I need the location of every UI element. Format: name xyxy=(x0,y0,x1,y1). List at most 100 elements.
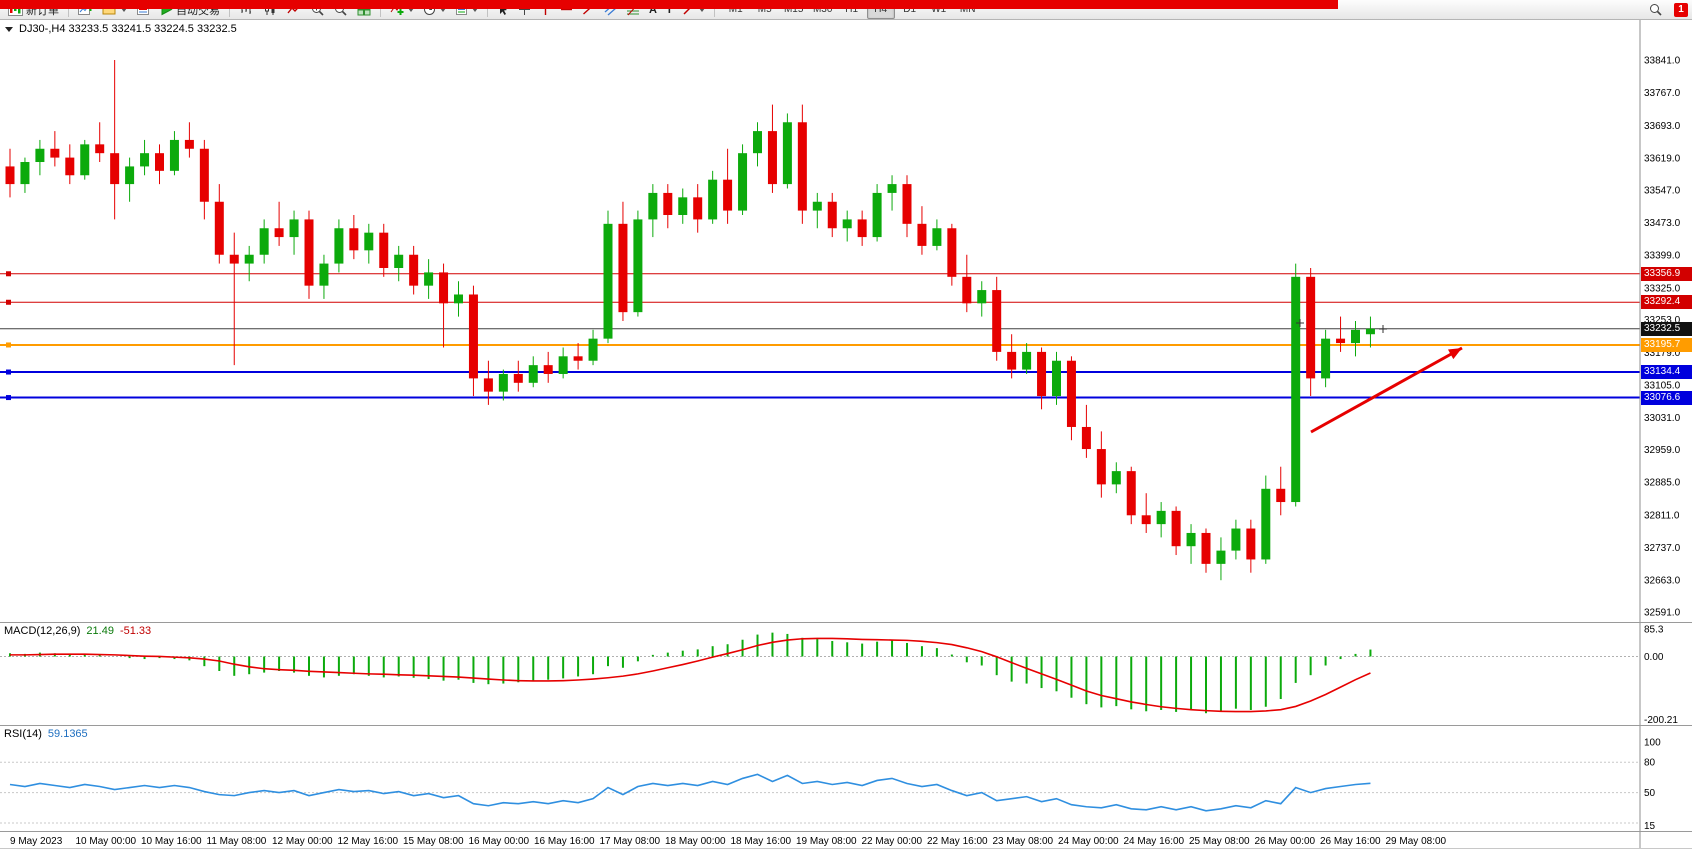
chart-title: DJ30-,H4 33233.5 33241.5 33224.5 33232.5 xyxy=(19,23,237,35)
bear-candle xyxy=(857,219,867,238)
timeframe-button-m15[interactable]: M15 xyxy=(783,4,804,15)
bear-candle xyxy=(797,122,807,211)
rsi-canvas: 100 80 50 15 xyxy=(0,726,1661,831)
bull-candle xyxy=(364,232,374,251)
price-tick: 33767.0 xyxy=(1644,88,1681,99)
text-label-tool-icon: T xyxy=(665,3,673,16)
price-tick: 33031.0 xyxy=(1644,413,1681,424)
time-label: 18 May 16:00 xyxy=(731,836,792,847)
macd-histogram xyxy=(9,632,1372,714)
bear-candle xyxy=(1246,528,1256,560)
bear-candle xyxy=(1306,276,1316,379)
price-chart-canvas[interactable]: 33841.0 33767.0 33693.0 33619.0 33547.0 33473… xyxy=(0,20,1692,622)
price-tick: 32591.0 xyxy=(1644,608,1681,619)
bull-candle xyxy=(35,148,45,163)
bear-candle xyxy=(1171,510,1181,547)
timeframe-button-m30[interactable]: M30 xyxy=(812,4,833,15)
chart-dropdown-icon[interactable] xyxy=(5,27,13,32)
horizontal-line-tool-button[interactable] xyxy=(556,0,577,20)
time-label: 26 May 16:00 xyxy=(1320,836,1381,847)
hline-handle xyxy=(6,342,11,348)
bull-candle xyxy=(1022,351,1032,370)
bull-candle xyxy=(1291,276,1301,503)
macd-panel[interactable]: MACD(12,26,9) 21.49 -51.33 85.3 0.00 -200.… xyxy=(0,623,1692,726)
bull-candle xyxy=(753,131,762,154)
search-button[interactable] xyxy=(1645,0,1667,20)
bear-candle xyxy=(1276,488,1286,503)
bear-candle xyxy=(723,179,733,211)
bear-candle xyxy=(543,365,553,374)
bear-candle xyxy=(827,201,837,229)
price-axis-badge-33076.6: 33076.6 xyxy=(1641,390,1692,405)
bull-candle xyxy=(648,192,658,220)
bear-candle xyxy=(439,272,449,304)
scrollbar-thumb[interactable] xyxy=(0,0,1338,9)
bull-candle xyxy=(887,184,897,193)
bull-candle xyxy=(708,179,718,220)
bear-candle xyxy=(1141,515,1151,525)
timeframe-button-h1[interactable]: H1 xyxy=(845,4,859,15)
bear-candle xyxy=(199,148,209,202)
price-chart-panel[interactable]: DJ30-,H4 33233.5 33241.5 33224.5 33232.5… xyxy=(0,20,1692,623)
time-axis-canvas: 9 May 2023 10 May 00:00 10 May 16:00 11 May… xyxy=(10,832,1641,848)
timeframe-button-m5[interactable]: M5 xyxy=(757,4,772,15)
bull-candle xyxy=(932,228,942,246)
notification-badge[interactable]: 1 xyxy=(1674,2,1688,17)
hline-handle xyxy=(6,395,11,401)
toolbar-separator xyxy=(68,2,69,17)
bull-candle xyxy=(588,338,598,361)
bear-candle xyxy=(1081,426,1091,450)
time-axis: 9 May 2023 10 May 00:00 10 May 16:00 11 May… xyxy=(0,832,1692,849)
bear-candle xyxy=(1201,532,1211,564)
timeframe-button-mn[interactable]: MN xyxy=(959,4,976,15)
bear-candle xyxy=(229,254,239,264)
timeframe-button-w1[interactable]: W1 xyxy=(931,4,947,15)
bear-candle xyxy=(902,184,912,224)
bear-candle xyxy=(1126,471,1136,516)
text-tool-button[interactable]: A xyxy=(645,0,661,20)
text-label-tool-button[interactable]: T xyxy=(662,0,677,20)
horizontal-scrollbar[interactable] xyxy=(0,0,1692,9)
time-label: 22 May 00:00 xyxy=(862,836,923,847)
bull-candle xyxy=(289,219,299,238)
rsi-name: RSI(14) xyxy=(4,728,42,740)
bear-candle xyxy=(5,166,15,185)
bull-candle xyxy=(125,166,135,185)
bull-candle xyxy=(1111,471,1121,485)
macd-tick: -200.21 xyxy=(1644,715,1678,725)
macd-label: MACD(12,26,9) 21.49 -51.33 xyxy=(4,625,151,637)
bear-candle xyxy=(1007,351,1017,370)
bull-candle xyxy=(558,356,568,374)
bull-candle xyxy=(528,365,538,383)
bull-candle xyxy=(1351,329,1360,344)
time-label: 12 May 16:00 xyxy=(338,836,399,847)
horizontal-lines xyxy=(0,271,1640,401)
timeframe-button-m1[interactable]: M1 xyxy=(728,4,743,15)
rsi-value: 59.1365 xyxy=(47,728,88,740)
time-label: 22 May 16:00 xyxy=(927,836,988,847)
bull-candle xyxy=(259,228,269,255)
horizontal-line-icon xyxy=(561,8,572,11)
bull-candle xyxy=(498,373,508,392)
bull-candle xyxy=(782,122,792,185)
macd-value: 21.49 xyxy=(86,625,114,637)
bull-candle xyxy=(319,263,329,286)
templates-caret-icon xyxy=(472,7,478,12)
bull-candle xyxy=(1216,550,1226,564)
bear-candle xyxy=(304,219,314,286)
price-tick: 33179.0 xyxy=(1644,348,1681,359)
bear-candle xyxy=(1037,351,1047,397)
price-tick: 32959.0 xyxy=(1644,445,1681,456)
toolbar-separator xyxy=(713,2,715,17)
time-label: 19 May 08:00 xyxy=(796,836,857,847)
bear-candle xyxy=(214,201,224,255)
periods-caret-icon xyxy=(440,7,446,12)
price-tick: 33473.0 xyxy=(1644,218,1681,229)
timeframe-button-d1[interactable]: D1 xyxy=(903,4,917,15)
bull-candle xyxy=(244,254,254,264)
bull-candle xyxy=(633,219,643,313)
rsi-tick: 50 xyxy=(1644,788,1656,799)
bear-candle xyxy=(50,148,60,158)
rsi-panel[interactable]: RSI(14) 59.1365 100 80 50 15 xyxy=(0,726,1692,832)
